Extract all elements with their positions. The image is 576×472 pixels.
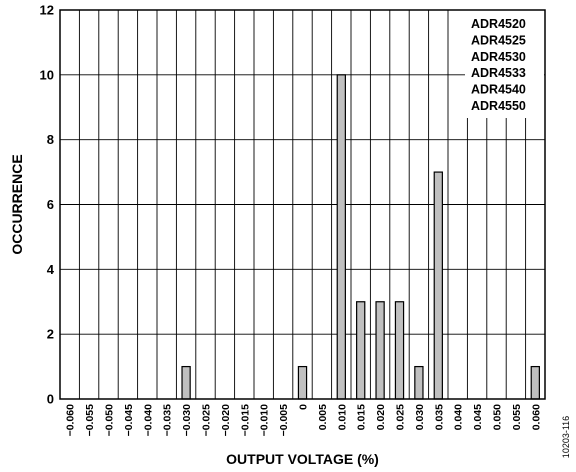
bar [356, 301, 366, 400]
x-tick-label: −0.015 [239, 404, 251, 437]
x-tick-label: 0.035 [433, 404, 445, 430]
x-tick-label: 0.010 [336, 404, 348, 430]
x-tick-label: 0.030 [414, 404, 426, 430]
x-tick-label: 0.060 [530, 404, 542, 430]
x-tick-label: 0.040 [453, 404, 465, 430]
x-tick-label: 0.025 [395, 404, 407, 430]
legend-entry: ADR4520 [471, 17, 526, 31]
y-tick-labels: 0 2 4 6 8 10 12 [40, 3, 55, 407]
legend-entry: ADR4530 [471, 50, 526, 64]
y-tick-label: 8 [47, 132, 54, 147]
bar [394, 301, 405, 400]
bar [530, 365, 540, 400]
x-tick-label: −0.050 [104, 404, 116, 437]
y-tick-label: 0 [47, 392, 54, 407]
legend-entry: ADR4550 [471, 99, 526, 113]
x-tick-labels: −0.060 −0.055 −0.050 −0.045 −0.040 −0.035 −0.0… [65, 404, 543, 437]
x-tick-label: 0.020 [375, 404, 387, 430]
legend: ADR4520 ADR4525 ADR4530 ADR4533 ADR4540 ADR45… [465, 11, 544, 117]
y-tick-label: 10 [40, 67, 54, 82]
legend-entry: ADR4540 [471, 83, 526, 97]
x-tick-label: 0.045 [472, 404, 484, 430]
figure-code: 10203-116 [561, 416, 571, 458]
x-tick-label: 0.050 [492, 404, 504, 430]
x-tick-label: 0.055 [511, 404, 523, 430]
bar [181, 365, 191, 400]
x-tick-label: −0.030 [181, 404, 193, 437]
x-tick-label: 0.015 [356, 404, 368, 430]
x-tick-label: −0.035 [162, 404, 174, 437]
x-tick-label: 0.005 [317, 404, 329, 430]
y-tick-label: 12 [40, 3, 54, 18]
x-tick-label: 0 [298, 404, 310, 410]
x-tick-label: −0.005 [278, 404, 290, 437]
bar [433, 171, 443, 400]
grid [60, 10, 545, 399]
x-axis-title: OUTPUT VOLTAGE (%) [226, 451, 379, 467]
bar [336, 74, 346, 400]
y-tick-label: 6 [47, 197, 54, 212]
x-tick-label: −0.025 [201, 404, 213, 437]
x-tick-label: −0.010 [259, 404, 271, 437]
legend-background [465, 11, 544, 117]
x-tick-label: −0.045 [123, 404, 135, 437]
y-tick-label: 4 [47, 262, 55, 277]
x-tick-label: −0.040 [142, 404, 154, 437]
y-tick-label: 2 [47, 327, 54, 342]
bars [181, 74, 540, 400]
legend-entry: ADR4533 [471, 66, 526, 80]
x-tick-label: −0.060 [65, 404, 77, 437]
legend-entry: ADR4525 [471, 33, 526, 47]
bar [375, 301, 385, 400]
bar [414, 365, 424, 400]
x-tick-label: −0.020 [220, 404, 232, 437]
x-tick-label: −0.055 [84, 404, 96, 437]
plot-frame [59, 9, 546, 400]
bar [297, 365, 308, 400]
y-axis-title: OCCURRENCE [9, 154, 25, 254]
